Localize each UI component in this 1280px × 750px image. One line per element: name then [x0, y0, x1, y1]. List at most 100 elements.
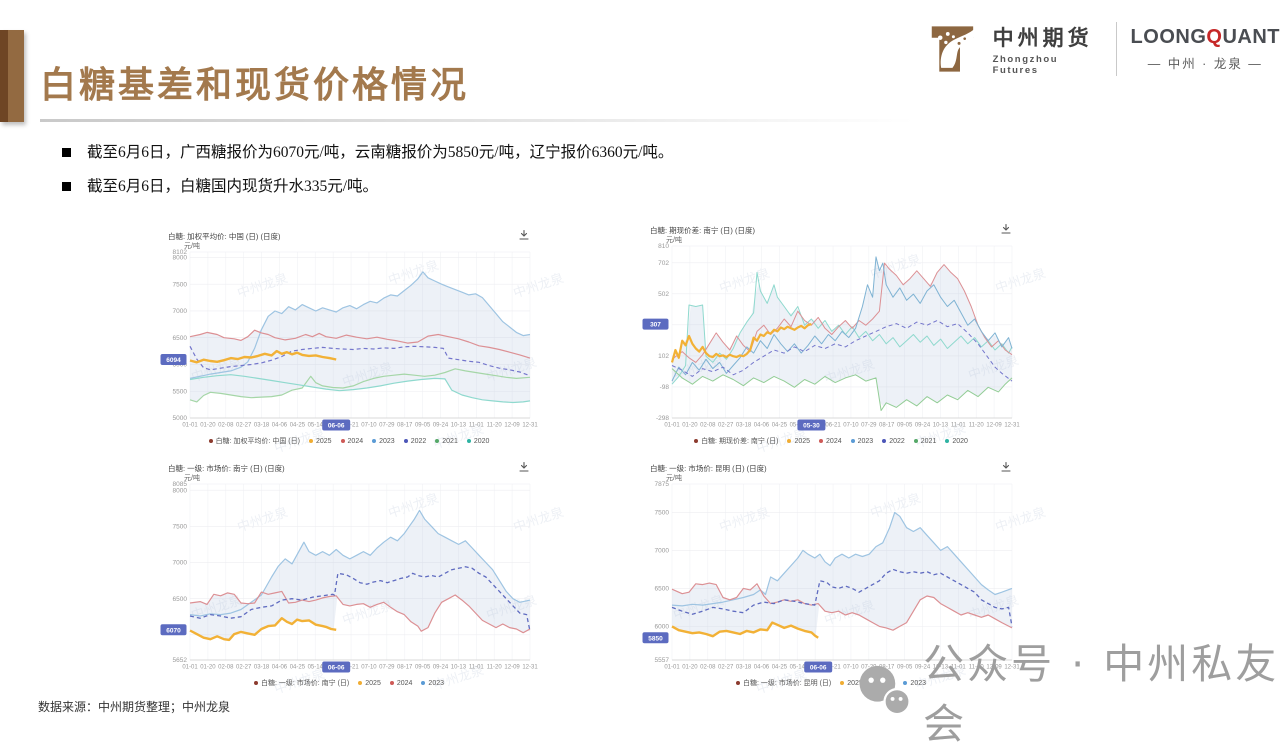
svg-text:702: 702 [658, 260, 669, 267]
legend-item-2023[interactable]: 2023 [372, 438, 395, 445]
chart-title: 白糖: 加权平均价: 中国 (日) (日度) [168, 232, 281, 241]
data-source-note: 数据来源：中州期货整理；中州龙泉 [38, 700, 231, 714]
wechat-watermark: 公众号 · 中州私友会 [856, 630, 1280, 750]
bullet-list: 截至6月6日，广西糖报价为6070元/吨，云南糖报价为5850元/吨，辽宁报价6… [62, 140, 1022, 208]
svg-text:7500: 7500 [655, 510, 670, 517]
legend-item-2021[interactable]: 2021 [435, 438, 458, 445]
legend-item-2020[interactable]: 2020 [945, 438, 968, 445]
chart-title: 白糖: 一级: 市场价: 昆明 (日) (日度) [650, 464, 767, 473]
svg-text:11-20: 11-20 [969, 423, 985, 429]
legend-item-2023[interactable]: 2023 [850, 438, 873, 445]
svg-text:01-01: 01-01 [664, 665, 680, 671]
legend-item-2023[interactable]: 2023 [903, 680, 926, 687]
chart-title: 白糖: 期现价差: 南宁 (日) (日度) [650, 226, 755, 235]
download-icon[interactable] [1000, 461, 1012, 473]
svg-text:03-18: 03-18 [736, 423, 752, 429]
svg-text:11-01: 11-01 [469, 423, 485, 429]
bullet-item-2: 截至6月6日，白糖国内现货升水335元/吨。 [62, 174, 1022, 200]
legend-item-2021[interactable]: 2021 [913, 438, 936, 445]
svg-text:07-29: 07-29 [861, 665, 877, 671]
svg-text:04-25: 04-25 [772, 423, 788, 429]
legend-item-main[interactable]: 白糖: 加权平均价: 中国 (日) [208, 436, 300, 446]
svg-text:01-20: 01-20 [682, 665, 698, 671]
svg-text:5000: 5000 [173, 415, 188, 422]
bullet-square-icon [62, 182, 71, 191]
x-axis-date-badge: 05-30 [797, 419, 826, 431]
loongquant-logo: LOONGQUANT — 中州 · 龙泉 — [1131, 26, 1280, 72]
svg-text:307: 307 [650, 322, 661, 329]
legend-item-2025[interactable]: 2025 [358, 680, 381, 687]
title-accent-bar [0, 30, 24, 122]
svg-text:6070: 6070 [166, 627, 181, 634]
legend-item-main[interactable]: 白糖: 期现价差: 南宁 (日) [694, 436, 778, 446]
svg-text:02-27: 02-27 [236, 665, 252, 671]
svg-text:12-09: 12-09 [504, 423, 520, 429]
download-icon[interactable] [1000, 223, 1012, 235]
logo-divider [1115, 22, 1117, 76]
chart-spot-price-kunming: 白糖: 一级: 市场价: 昆明 (日) (日度) 元/吨 中州龙泉 中州龙泉 中州龙泉中… [642, 458, 1047, 697]
svg-text:02-08: 02-08 [700, 423, 716, 429]
svg-text:08-17: 08-17 [397, 423, 413, 429]
svg-text:7875: 7875 [655, 481, 670, 488]
legend-item-2025[interactable]: 2025 [840, 680, 863, 687]
svg-text:02-27: 02-27 [718, 423, 734, 429]
legend-item-2024[interactable]: 2024 [340, 438, 363, 445]
legend-item-2022[interactable]: 2022 [403, 438, 426, 445]
svg-text:05-14: 05-14 [308, 665, 324, 671]
svg-text:-298: -298 [656, 415, 669, 422]
svg-text:-98: -98 [660, 384, 670, 391]
loongquant-brand: LOONGQUANT [1130, 26, 1280, 48]
svg-text:08-17: 08-17 [879, 423, 895, 429]
svg-text:09-05: 09-05 [415, 665, 431, 671]
svg-text:6094: 6094 [166, 357, 181, 364]
svg-text:09-24: 09-24 [915, 665, 931, 671]
svg-text:06-06: 06-06 [328, 665, 345, 672]
svg-text:04-25: 04-25 [290, 665, 306, 671]
title-underline [40, 119, 915, 122]
legend-item-2025[interactable]: 2025 [308, 438, 332, 445]
svg-text:09-05: 09-05 [897, 423, 913, 429]
y-axis-current-value-badge: 6070 [160, 624, 187, 636]
svg-text:03-18: 03-18 [254, 665, 270, 671]
bullet-square-icon [62, 148, 71, 157]
svg-text:08-17: 08-17 [879, 665, 895, 671]
legend-item-2020[interactable]: 2020 [466, 438, 489, 445]
svg-text:04-25: 04-25 [772, 665, 788, 671]
svg-text:102: 102 [658, 353, 669, 360]
svg-text:09-24: 09-24 [433, 423, 449, 429]
download-icon[interactable] [518, 229, 530, 241]
svg-text:04-06: 04-06 [754, 665, 770, 671]
chart-svg: 01-01 01-20 02-08 02-27 03-18 04-06 04-25 05-14… [160, 481, 538, 673]
svg-text:07-10: 07-10 [843, 665, 859, 671]
wechat-icon [859, 665, 911, 716]
svg-text:810: 810 [658, 243, 669, 250]
svg-text:07-10: 07-10 [361, 665, 377, 671]
svg-text:502: 502 [658, 291, 669, 298]
svg-text:02-27: 02-27 [718, 665, 734, 671]
svg-text:08-17: 08-17 [397, 665, 413, 671]
svg-text:07-10: 07-10 [361, 423, 377, 429]
svg-text:09-24: 09-24 [433, 665, 449, 671]
svg-text:12-31: 12-31 [1004, 665, 1020, 671]
legend-item-main[interactable]: 白糖: 一级: 市场价: 昆明 (日) [735, 678, 831, 688]
legend-item-2025[interactable]: 2025 [787, 438, 810, 445]
x-axis-date-badge: 06-06 [804, 661, 833, 673]
svg-text:7500: 7500 [173, 281, 188, 288]
chart-y-axis-unit: 元/吨 [184, 243, 200, 250]
svg-text:06-21: 06-21 [343, 423, 359, 429]
legend-item-2023[interactable]: 2023 [421, 680, 444, 687]
chart-legend: 白糖: 一级: 市场价: 南宁 (日) 2025 2024 2023 [160, 678, 538, 688]
svg-text:01-01: 01-01 [182, 423, 198, 429]
legend-item-2024[interactable]: 2024 [819, 438, 842, 445]
legend-item-main[interactable]: 白糖: 一级: 市场价: 南宁 (日) [253, 678, 349, 688]
legend-item-2022[interactable]: 2022 [882, 438, 905, 445]
legend-item-2024[interactable]: 2024 [389, 680, 412, 687]
chart-title: 白糖: 一级: 市场价: 南宁 (日) (日度) [168, 464, 285, 473]
loongquant-subtitle: — 中州 · 龙泉 — [1147, 57, 1263, 71]
download-icon[interactable] [518, 461, 530, 473]
svg-text:05-14: 05-14 [308, 423, 324, 429]
svg-text:09-05: 09-05 [897, 665, 913, 671]
chart-spot-price-nanning: 白糖: 一级: 市场价: 南宁 (日) (日度) 元/吨 中州龙泉 中州龙泉 中州龙泉中… [160, 458, 565, 697]
chart-svg: 01-01 01-20 02-08 02-27 03-18 04-06 04-25 05-14… [642, 481, 1020, 673]
header-logos: 中州期货 Zhongzhou Futures LOONGQUANT — 中州 ·… [928, 22, 1280, 76]
